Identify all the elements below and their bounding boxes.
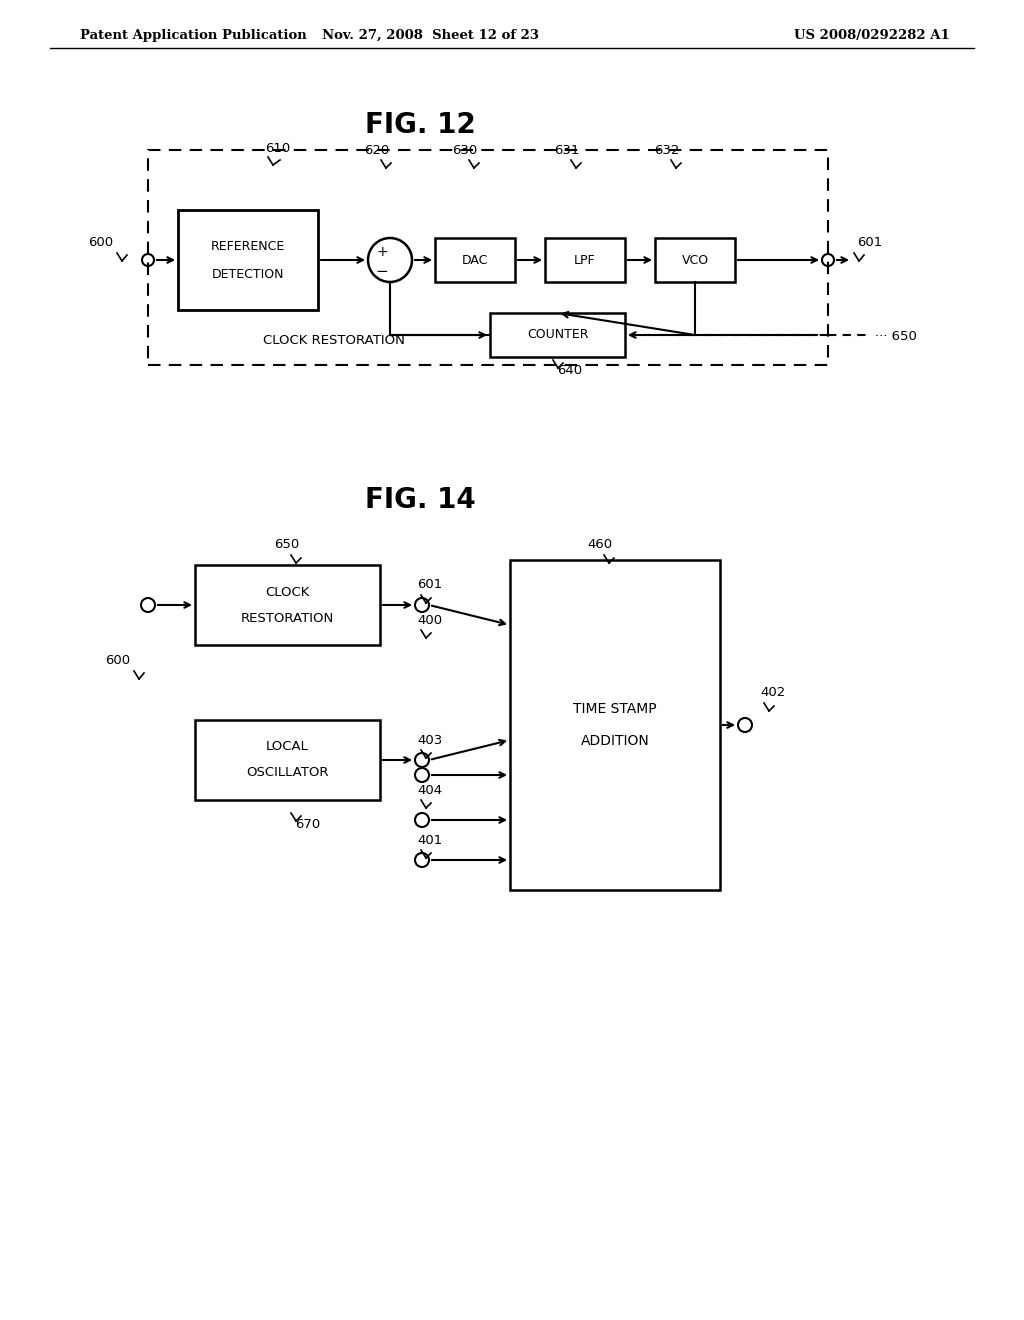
Text: 640: 640	[557, 363, 582, 376]
Text: FIG. 14: FIG. 14	[365, 486, 475, 513]
Text: 631: 631	[554, 144, 580, 157]
Text: 403: 403	[417, 734, 442, 747]
Text: REFERENCE: REFERENCE	[211, 239, 285, 252]
Text: Patent Application Publication: Patent Application Publication	[80, 29, 307, 41]
Text: 601: 601	[857, 235, 883, 248]
Text: ··· 650: ··· 650	[874, 330, 916, 342]
Bar	[655, 238, 735, 282]
Text: Nov. 27, 2008  Sheet 12 of 23: Nov. 27, 2008 Sheet 12 of 23	[322, 29, 539, 41]
Text: 610: 610	[265, 141, 290, 154]
Text: FIG. 12: FIG. 12	[365, 111, 475, 139]
Text: ADDITION: ADDITION	[581, 734, 649, 748]
Text: 460: 460	[588, 539, 612, 552]
Bar	[195, 565, 380, 645]
Text: 401: 401	[417, 833, 442, 846]
Text: 620: 620	[365, 144, 389, 157]
Text: 632: 632	[654, 144, 680, 157]
Bar	[490, 313, 625, 356]
Text: OSCILLATOR: OSCILLATOR	[246, 767, 329, 780]
Text: 404: 404	[417, 784, 442, 796]
Bar	[178, 210, 318, 310]
Bar	[435, 238, 515, 282]
Bar	[510, 560, 720, 890]
Bar	[195, 719, 380, 800]
Text: −: −	[376, 264, 388, 279]
Text: 600: 600	[104, 653, 130, 667]
Text: DAC: DAC	[462, 253, 488, 267]
Text: 670: 670	[295, 818, 321, 832]
Bar	[545, 238, 625, 282]
Text: 600: 600	[88, 235, 113, 248]
Text: CLOCK: CLOCK	[265, 586, 309, 598]
Text: +: +	[376, 246, 388, 259]
Text: CLOCK RESTORATION: CLOCK RESTORATION	[263, 334, 404, 347]
Text: US 2008/0292282 A1: US 2008/0292282 A1	[795, 29, 950, 41]
Text: LPF: LPF	[574, 253, 596, 267]
Text: 400: 400	[417, 614, 442, 627]
Text: 650: 650	[274, 539, 300, 552]
Text: RESTORATION: RESTORATION	[241, 611, 334, 624]
Text: LOCAL: LOCAL	[266, 741, 309, 754]
Bar	[148, 150, 828, 366]
Text: COUNTER: COUNTER	[526, 329, 588, 342]
Text: DETECTION: DETECTION	[212, 268, 285, 281]
Text: 630: 630	[453, 144, 477, 157]
Text: VCO: VCO	[681, 253, 709, 267]
Text: 601: 601	[417, 578, 442, 591]
Text: TIME STAMP: TIME STAMP	[573, 702, 656, 715]
Text: 402: 402	[760, 686, 785, 700]
